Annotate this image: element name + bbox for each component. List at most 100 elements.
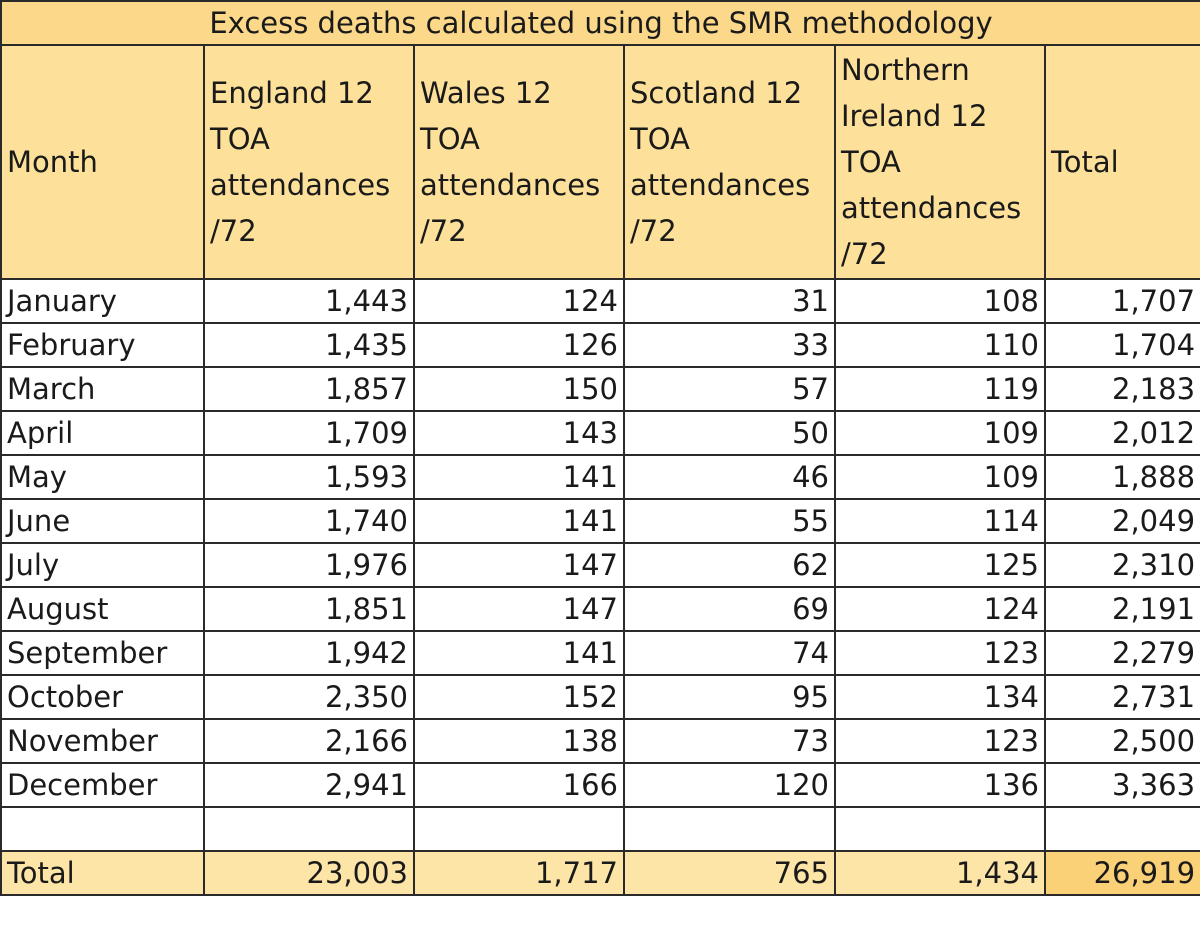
cell-england: 1,709 bbox=[203, 410, 415, 456]
header-wales: Wales 12 TOA attendances /72 bbox=[413, 44, 625, 280]
cell-england: 1,857 bbox=[203, 366, 415, 412]
cell-scotland: 62 bbox=[623, 542, 836, 588]
cell-scotland: 73 bbox=[623, 718, 836, 764]
cell-england: 2,166 bbox=[203, 718, 415, 764]
cell-total: 2,191 bbox=[1043, 586, 1200, 632]
cell-northern-ireland: 109 bbox=[834, 410, 1046, 456]
empty-cell bbox=[1043, 806, 1200, 852]
cell-total: 2,049 bbox=[1043, 498, 1200, 544]
cell-total: 2,183 bbox=[1043, 366, 1200, 412]
table-title: Excess deaths calculated using the SMR m… bbox=[0, 0, 1200, 46]
empty-cell bbox=[623, 806, 836, 852]
cell-northern-ireland: 123 bbox=[834, 630, 1046, 676]
cell-wales: 147 bbox=[413, 542, 625, 588]
table-row: February 1,435 126 33 110 1,704 bbox=[0, 322, 1200, 368]
cell-england: 1,593 bbox=[203, 454, 415, 500]
cell-month: November bbox=[0, 718, 205, 764]
cell-northern-ireland: 109 bbox=[834, 454, 1046, 500]
cell-total: 1,888 bbox=[1043, 454, 1200, 500]
cell-scotland: 57 bbox=[623, 366, 836, 412]
cell-total: 2,279 bbox=[1043, 630, 1200, 676]
cell-scotland: 46 bbox=[623, 454, 836, 500]
empty-cell bbox=[834, 806, 1046, 852]
cell-scotland: 69 bbox=[623, 586, 836, 632]
header-scotland: Scotland 12 TOA attendances /72 bbox=[623, 44, 836, 280]
table-row: August 1,851 147 69 124 2,191 bbox=[0, 586, 1200, 632]
cell-wales: 143 bbox=[413, 410, 625, 456]
excess-deaths-table: Excess deaths calculated using the SMR m… bbox=[0, 0, 1200, 896]
cell-total: 2,500 bbox=[1043, 718, 1200, 764]
cell-scotland: 50 bbox=[623, 410, 836, 456]
table-row: June 1,740 141 55 114 2,049 bbox=[0, 498, 1200, 544]
cell-wales: 141 bbox=[413, 498, 625, 544]
table-row: September 1,942 141 74 123 2,279 bbox=[0, 630, 1200, 676]
cell-month: March bbox=[0, 366, 205, 412]
cell-month: October bbox=[0, 674, 205, 720]
total-label: Total bbox=[0, 850, 205, 896]
header-northern-ireland: Northern Ireland 12 TOA attendances /72 bbox=[834, 44, 1046, 280]
cell-month: January bbox=[0, 278, 205, 324]
cell-wales: 141 bbox=[413, 630, 625, 676]
cell-wales: 166 bbox=[413, 762, 625, 808]
header-total: Total bbox=[1043, 44, 1200, 280]
empty-cell bbox=[0, 806, 205, 852]
table-row: March 1,857 150 57 119 2,183 bbox=[0, 366, 1200, 412]
table-row: April 1,709 143 50 109 2,012 bbox=[0, 410, 1200, 456]
table-row: November 2,166 138 73 123 2,500 bbox=[0, 718, 1200, 764]
cell-wales: 141 bbox=[413, 454, 625, 500]
table-row: December 2,941 166 120 136 3,363 bbox=[0, 762, 1200, 808]
cell-scotland: 95 bbox=[623, 674, 836, 720]
cell-england: 1,740 bbox=[203, 498, 415, 544]
cell-scotland: 31 bbox=[623, 278, 836, 324]
cell-month: February bbox=[0, 322, 205, 368]
cell-month: August bbox=[0, 586, 205, 632]
cell-month: December bbox=[0, 762, 205, 808]
cell-northern-ireland: 119 bbox=[834, 366, 1046, 412]
header-england: England 12 TOA attendances /72 bbox=[203, 44, 415, 280]
cell-northern-ireland: 136 bbox=[834, 762, 1046, 808]
table-title-row: Excess deaths calculated using the SMR m… bbox=[0, 0, 1200, 46]
cell-wales: 138 bbox=[413, 718, 625, 764]
cell-wales: 152 bbox=[413, 674, 625, 720]
cell-england: 1,443 bbox=[203, 278, 415, 324]
cell-total: 1,707 bbox=[1043, 278, 1200, 324]
empty-cell bbox=[413, 806, 625, 852]
table-row: May 1,593 141 46 109 1,888 bbox=[0, 454, 1200, 500]
cell-northern-ireland: 134 bbox=[834, 674, 1046, 720]
cell-wales: 150 bbox=[413, 366, 625, 412]
cell-northern-ireland: 108 bbox=[834, 278, 1046, 324]
table-row: October 2,350 152 95 134 2,731 bbox=[0, 674, 1200, 720]
cell-month: September bbox=[0, 630, 205, 676]
cell-northern-ireland: 125 bbox=[834, 542, 1046, 588]
cell-england: 2,350 bbox=[203, 674, 415, 720]
cell-england: 1,942 bbox=[203, 630, 415, 676]
table-row: January 1,443 124 31 108 1,707 bbox=[0, 278, 1200, 324]
cell-northern-ireland: 124 bbox=[834, 586, 1046, 632]
cell-month: June bbox=[0, 498, 205, 544]
empty-row bbox=[0, 806, 1200, 852]
cell-month: May bbox=[0, 454, 205, 500]
cell-total: 2,310 bbox=[1043, 542, 1200, 588]
cell-scotland: 74 bbox=[623, 630, 836, 676]
cell-england: 1,851 bbox=[203, 586, 415, 632]
header-month: Month bbox=[0, 44, 205, 280]
cell-england: 2,941 bbox=[203, 762, 415, 808]
empty-cell bbox=[203, 806, 415, 852]
total-row: Total 23,003 1,717 765 1,434 26,919 bbox=[0, 850, 1200, 896]
total-wales: 1,717 bbox=[413, 850, 625, 896]
total-scotland: 765 bbox=[623, 850, 836, 896]
cell-month: April bbox=[0, 410, 205, 456]
cell-scotland: 120 bbox=[623, 762, 836, 808]
cell-wales: 126 bbox=[413, 322, 625, 368]
grand-total: 26,919 bbox=[1043, 850, 1200, 896]
cell-scotland: 55 bbox=[623, 498, 836, 544]
total-northern-ireland: 1,434 bbox=[834, 850, 1046, 896]
cell-northern-ireland: 123 bbox=[834, 718, 1046, 764]
cell-total: 1,704 bbox=[1043, 322, 1200, 368]
cell-england: 1,435 bbox=[203, 322, 415, 368]
table-row: July 1,976 147 62 125 2,310 bbox=[0, 542, 1200, 588]
cell-northern-ireland: 114 bbox=[834, 498, 1046, 544]
cell-wales: 147 bbox=[413, 586, 625, 632]
cell-total: 2,731 bbox=[1043, 674, 1200, 720]
cell-total: 2,012 bbox=[1043, 410, 1200, 456]
